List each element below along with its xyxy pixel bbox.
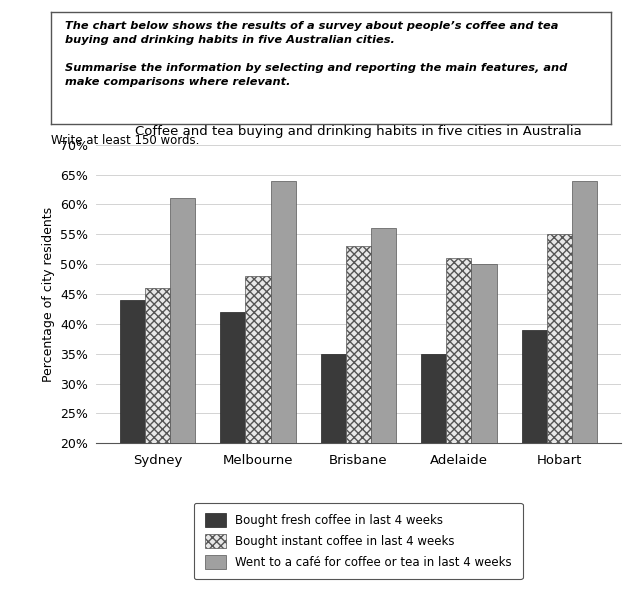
Bar: [446, 258, 472, 563]
Title: Coffee and tea buying and drinking habits in five cities in Australia: Coffee and tea buying and drinking habit…: [135, 125, 582, 138]
Bar: [371, 229, 396, 563]
Bar: [271, 180, 296, 563]
Bar: [321, 353, 346, 563]
Bar: [220, 312, 245, 563]
Text: The chart below shows the results of a survey about people’s coffee and tea
buyi: The chart below shows the results of a s…: [65, 21, 568, 87]
Text: Write at least 150 words.: Write at least 150 words.: [51, 134, 200, 147]
Bar: [145, 288, 170, 563]
Bar: [572, 180, 597, 563]
Bar: [522, 330, 547, 563]
Y-axis label: Percentage of city residents: Percentage of city residents: [42, 206, 55, 382]
Bar: [472, 264, 497, 563]
Bar: [245, 276, 271, 563]
Bar: [421, 353, 446, 563]
Legend: Bought fresh coffee in last 4 weeks, Bought instant coffee in last 4 weeks, Went: Bought fresh coffee in last 4 weeks, Bou…: [194, 503, 523, 579]
Bar: [547, 234, 572, 563]
Bar: [120, 300, 145, 563]
Bar: [170, 198, 195, 563]
Bar: [346, 246, 371, 563]
